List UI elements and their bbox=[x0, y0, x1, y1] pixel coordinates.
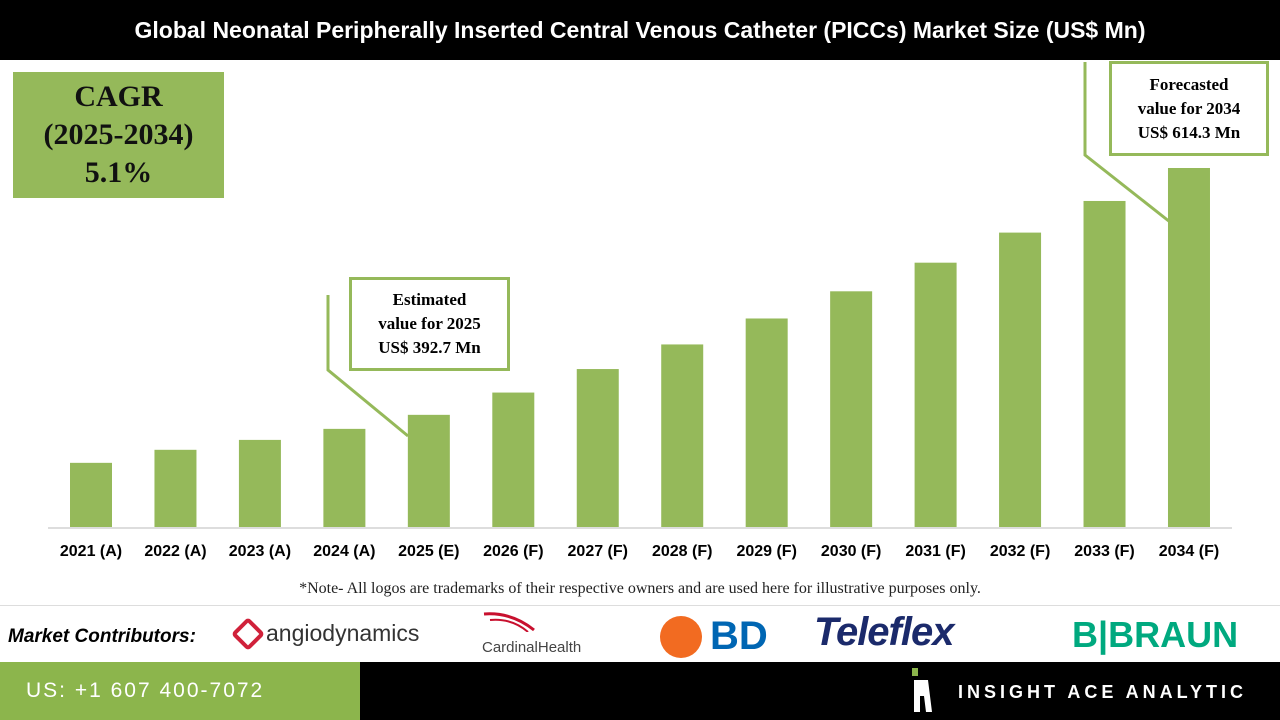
bbraun-logo: B|BRAUN bbox=[1072, 614, 1239, 655]
callout-2025-value: US$ 392.7 Mn bbox=[378, 338, 481, 357]
bar-2029 bbox=[745, 318, 788, 527]
x-tick-label: 2024 (A) bbox=[313, 543, 375, 560]
x-tick-label: 2030 (F) bbox=[821, 543, 881, 560]
x-tick-label: 2032 (F) bbox=[990, 543, 1050, 560]
bar-2022 bbox=[154, 449, 197, 527]
cagr-period: (2025-2034) bbox=[43, 118, 194, 151]
callout-2034-connector bbox=[1083, 62, 1171, 224]
bar-2027 bbox=[576, 369, 619, 527]
cagr-label: CAGR bbox=[74, 80, 163, 113]
x-tick-label: 2028 (F) bbox=[652, 543, 712, 560]
x-tick-label: 2034 (F) bbox=[1159, 543, 1219, 560]
angiodynamics-text: angiodynamics bbox=[266, 620, 420, 646]
chart-title: Global Neonatal Peripherally Inserted Ce… bbox=[0, 0, 1280, 60]
contributors-label: Market Contributors: bbox=[8, 626, 196, 647]
callout-2025-line1: Estimated bbox=[392, 290, 467, 309]
bar-2032 bbox=[999, 232, 1042, 527]
cardinal-text: CardinalHealth bbox=[482, 639, 582, 656]
brand-name: INSIGHT ACE ANALYTIC bbox=[958, 682, 1248, 702]
cagr-value: 5.1% bbox=[84, 156, 153, 189]
market-contributors: Market Contributors: angiodynamics Cardi… bbox=[0, 605, 1280, 662]
bar-2033 bbox=[1083, 200, 1126, 527]
cardinal-health-logo: CardinalHealth bbox=[482, 610, 612, 658]
trademark-note: *Note- All logos are trademarks of their… bbox=[299, 580, 981, 597]
angiodynamics-mark-icon bbox=[231, 616, 265, 651]
bar-2024 bbox=[323, 428, 366, 527]
bd-logo: BD bbox=[660, 614, 768, 659]
bd-text: BD bbox=[710, 614, 768, 658]
bar-2026 bbox=[492, 392, 535, 527]
insight-ace-logo-icon bbox=[912, 668, 932, 712]
callout-2034-line2: value for 2034 bbox=[1137, 98, 1241, 118]
cagr-box: CAGR (2025-2034) 5.1% bbox=[13, 72, 224, 198]
x-tick-label: 2027 (F) bbox=[568, 543, 628, 560]
bar-2021 bbox=[70, 462, 112, 527]
bar-2023 bbox=[238, 439, 281, 527]
cardinal-swoosh-icon bbox=[483, 612, 535, 633]
x-tick-label: 2021 (A) bbox=[60, 543, 122, 560]
bar-2025 bbox=[407, 414, 450, 527]
phone-banner: US: +1 607 400-7072 bbox=[0, 662, 360, 720]
bar-2031 bbox=[914, 262, 957, 527]
teleflex-logo: Teleflex bbox=[814, 610, 954, 654]
x-tick-label: 2026 (F) bbox=[483, 543, 543, 560]
bar-2034 bbox=[1167, 168, 1210, 527]
phone-number: US: +1 607 400-7072 bbox=[26, 679, 265, 702]
x-tick-label: 2033 (F) bbox=[1074, 543, 1134, 560]
callout-2034: Forecasted value for 2034 US$ 614.3 Mn bbox=[1109, 61, 1269, 156]
x-tick-label: 2023 (A) bbox=[229, 543, 291, 560]
callout-2025: Estimated value for 2025 US$ 392.7 Mn bbox=[349, 277, 510, 371]
callout-2025-line2: value for 2025 bbox=[378, 314, 481, 333]
bd-starburst-icon bbox=[660, 615, 702, 658]
callout-2034-value: US$ 614.3 Mn bbox=[1137, 122, 1241, 142]
brand-banner: INSIGHT ACE ANALYTIC bbox=[360, 662, 1280, 720]
callout-2034-line1: Forecasted bbox=[1149, 74, 1229, 94]
bar-2028 bbox=[661, 344, 704, 527]
x-tick-label: 2031 (F) bbox=[905, 543, 965, 560]
bar-chart: 2021 (A) 2022 (A) 2023 (A) 2024 (A) 2025 (E)… bbox=[48, 62, 1232, 560]
angiodynamics-logo: angiodynamics bbox=[231, 616, 420, 651]
bar-2030 bbox=[830, 291, 873, 527]
x-tick-label: 2029 (F) bbox=[736, 543, 796, 560]
x-tick-label: 2025 (E) bbox=[398, 543, 459, 560]
x-tick-label: 2022 (A) bbox=[144, 543, 206, 560]
callout-2025-connector bbox=[326, 295, 409, 438]
